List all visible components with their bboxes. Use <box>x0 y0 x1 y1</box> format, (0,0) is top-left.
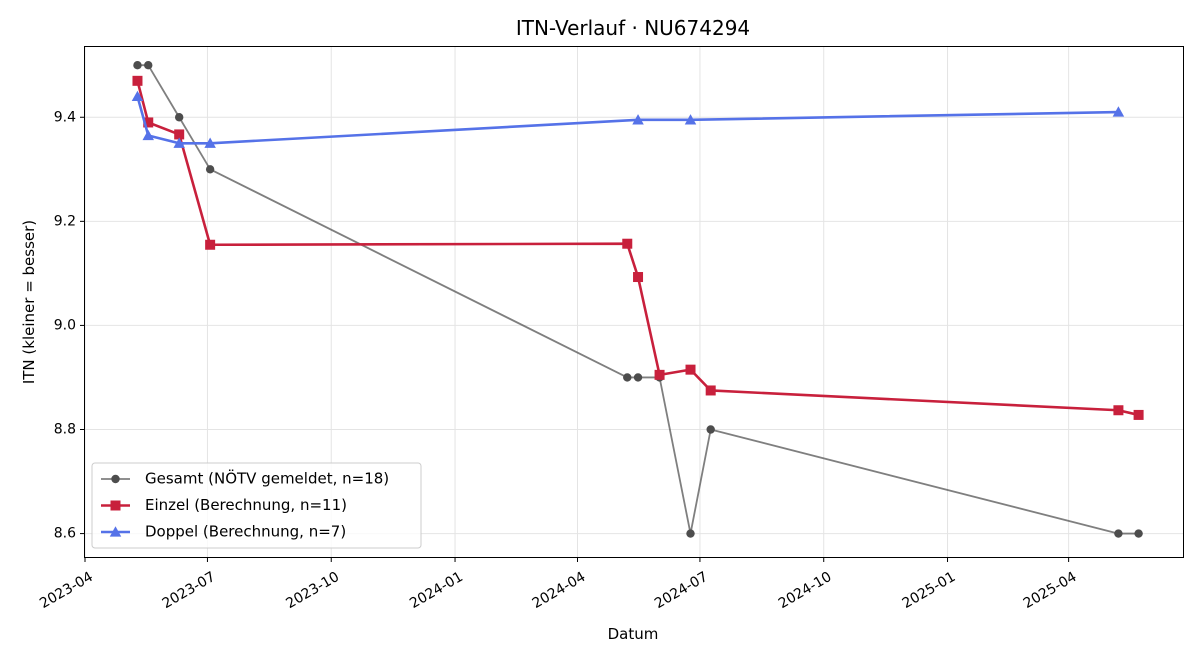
legend-label: Gesamt (NÖTV gemeldet, n=18) <box>145 469 389 488</box>
data-point <box>133 61 142 70</box>
data-point <box>131 90 144 102</box>
series-layer <box>131 61 1144 538</box>
x-tick-label: 2023-07 <box>160 569 219 612</box>
series-square <box>132 75 1144 420</box>
chart-title: ITN-Verlauf · NU674294 <box>516 16 750 40</box>
x-tick-label: 2024-01 <box>407 569 466 612</box>
y-tick-label: 9.4 <box>54 109 76 125</box>
legend-marker <box>109 526 122 537</box>
data-point <box>686 529 695 538</box>
data-point <box>633 373 643 382</box>
data-point <box>1114 529 1123 538</box>
x-tick-label: 2023-10 <box>283 569 342 612</box>
y-tick-label: 9.0 <box>54 317 76 333</box>
legend-entry: Doppel (Berechnung, n=7) <box>101 523 346 541</box>
data-point <box>684 114 697 125</box>
legend: Gesamt (NÖTV gemeldet, n=18) Einzel (Bere… <box>91 462 422 549</box>
data-point <box>204 137 216 148</box>
series-line <box>136 96 1119 145</box>
legend-label: Doppel (Berechnung, n=7) <box>145 523 346 541</box>
data-point <box>1113 405 1124 416</box>
data-point <box>142 129 154 141</box>
plot-frame <box>84 46 1184 558</box>
x-tick-label: 2025-04 <box>1021 569 1080 612</box>
series-circle <box>133 61 1143 538</box>
data-point <box>623 373 632 382</box>
x-tick-label: 2024-07 <box>652 569 711 612</box>
data-point <box>705 385 716 396</box>
x-tick-label: 2025-01 <box>900 569 959 612</box>
data-point <box>1134 529 1143 538</box>
y-tick-label: 8.6 <box>54 526 76 542</box>
data-point <box>632 114 644 125</box>
x-axis-title: Datum <box>608 625 659 643</box>
series-line <box>136 80 1139 417</box>
data-point <box>174 113 184 122</box>
y-tick-label: 9.2 <box>54 213 76 229</box>
series-triangle <box>131 90 1125 148</box>
data-point <box>685 364 696 375</box>
data-point <box>173 137 185 148</box>
legend-entry: Einzel (Berechnung, n=11) <box>101 496 347 514</box>
data-point <box>706 425 715 434</box>
data-point <box>1133 409 1144 420</box>
legend-box <box>91 462 422 549</box>
data-point <box>654 369 665 380</box>
data-point <box>205 165 215 174</box>
data-point <box>132 75 143 86</box>
data-point <box>1112 106 1125 117</box>
data-point <box>622 238 633 249</box>
x-tick-label: 2024-10 <box>776 569 835 612</box>
data-point <box>633 272 644 283</box>
legend-marker <box>111 474 120 484</box>
legend-marker <box>110 500 121 511</box>
x-tick-label: 2024-04 <box>530 569 589 612</box>
y-tick-label: 8.8 <box>54 422 76 438</box>
grid <box>84 47 1183 557</box>
legend-entries: Gesamt (NÖTV gemeldet, n=18) Einzel (Bere… <box>101 469 389 541</box>
x-tick-label: 2023-04 <box>37 569 96 612</box>
y-axis-title: ITN (kleiner = besser) <box>20 220 38 384</box>
legend-entry: Gesamt (NÖTV gemeldet, n=18) <box>101 469 389 488</box>
legend-label: Einzel (Berechnung, n=11) <box>145 496 347 514</box>
data-point <box>144 61 153 70</box>
data-point <box>205 239 216 250</box>
data-point <box>174 129 185 140</box>
data-point <box>143 117 154 128</box>
